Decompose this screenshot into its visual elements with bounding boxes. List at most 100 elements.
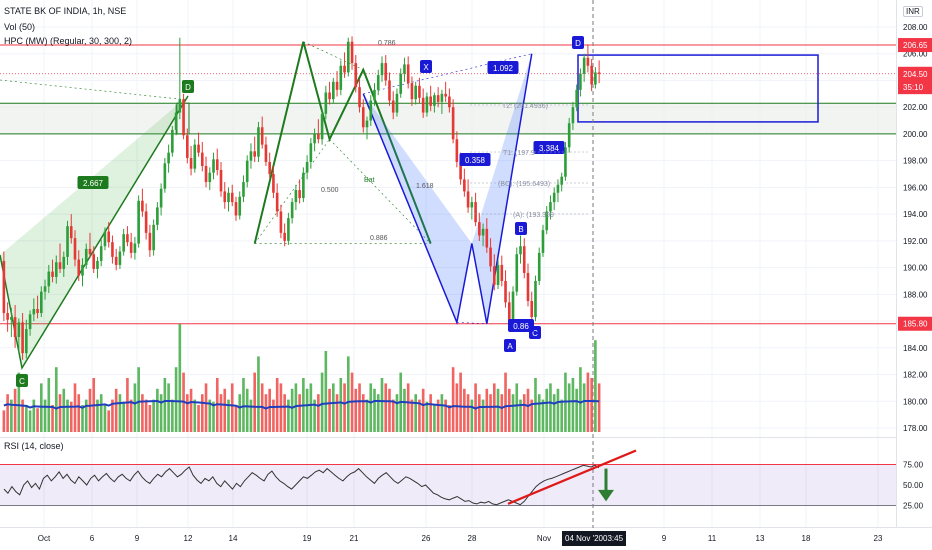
volume-bar — [47, 378, 51, 432]
volume-bar — [122, 401, 125, 432]
candle-body — [133, 243, 137, 253]
volume-bar — [73, 383, 77, 432]
volume-bar — [129, 399, 133, 432]
candle-body — [391, 100, 395, 113]
volume-bar — [414, 394, 417, 432]
volume-bar — [234, 405, 238, 432]
candle-body — [32, 309, 36, 315]
volume-bar — [406, 383, 410, 432]
price-tag-label: 185.80 — [903, 320, 928, 329]
candle-body — [526, 272, 530, 302]
rsi-band — [0, 464, 896, 506]
candle-body — [418, 85, 421, 98]
candle-body — [410, 83, 414, 100]
currency-badge[interactable]: INR — [903, 6, 923, 17]
volume-bar — [451, 367, 455, 432]
volume-bar — [343, 383, 346, 432]
candle-body — [43, 286, 47, 292]
candle-body — [238, 196, 242, 216]
volume-bar — [69, 401, 73, 432]
candle-body — [189, 157, 193, 169]
volume-bar — [440, 394, 444, 432]
volume-bar — [560, 399, 564, 432]
candle-body — [579, 73, 582, 90]
volume-bar — [594, 340, 597, 432]
price-tick-label: 200.00 — [903, 130, 928, 139]
rsi-down-arrow-head — [598, 489, 614, 502]
candle-body — [17, 322, 21, 338]
candle-body — [313, 133, 316, 144]
volume-bar — [309, 383, 313, 432]
volume-bar — [163, 378, 167, 432]
candle-body — [167, 152, 170, 164]
volume-bar — [403, 388, 406, 432]
time-tick-label: 14 — [229, 534, 238, 543]
volume-bar — [152, 399, 155, 432]
volume-bar — [219, 394, 223, 432]
candle-body — [549, 202, 552, 212]
candle-body — [380, 63, 384, 76]
candle-body — [275, 192, 279, 212]
candle-body — [51, 271, 54, 277]
candle-body — [545, 211, 549, 231]
volume-bar — [410, 399, 414, 432]
time-tick-label: 18 — [802, 534, 811, 543]
candle-body — [582, 57, 586, 74]
volume-bar — [197, 405, 200, 432]
volume-bar — [21, 399, 24, 432]
volume-bar — [373, 388, 376, 432]
volume-bar — [582, 383, 586, 432]
target-label-4: (A): (193.399 — [513, 212, 554, 219]
support-zone — [0, 103, 896, 134]
candle-body — [114, 256, 118, 265]
candle-body — [148, 232, 152, 251]
point-c-label: C — [532, 329, 538, 338]
candle-body — [268, 162, 271, 175]
volume-bar — [141, 394, 144, 432]
volume-bar — [586, 372, 590, 432]
candle-body — [287, 218, 290, 241]
symbol-title[interactable]: STATE BK OF INDIA, 1h, NSE — [4, 6, 127, 16]
volume-bars — [2, 324, 601, 432]
volume-bar — [384, 383, 388, 432]
volume-bar — [58, 394, 62, 432]
candle-body — [346, 41, 350, 73]
candle-body — [485, 228, 489, 248]
candle-body — [433, 95, 436, 106]
candle-body — [350, 41, 354, 64]
time-axis[interactable]: Oct 6 9 12 14 19 21 26 28 Nov 9 11 13 18 23 04 Nov '20 0… — [38, 531, 883, 546]
volume-indicator-label[interactable]: Vol (50) — [4, 22, 36, 32]
candle-body — [294, 190, 298, 203]
candle-body — [564, 147, 567, 177]
candle-body — [519, 246, 522, 255]
point-d-label-box — [572, 36, 584, 49]
candle-body — [242, 182, 245, 197]
volume-bar — [324, 351, 328, 432]
candle-body — [496, 264, 500, 285]
volume-bar — [335, 394, 339, 432]
volume-bar — [339, 378, 343, 432]
hpc-indicator-label[interactable]: HPC (MW) (Regular, 30, 300, 2) — [4, 36, 133, 46]
zones — [0, 0, 896, 528]
volume-bar — [200, 394, 204, 432]
target-label-2: T1: (197.9 — [503, 150, 535, 157]
candle-body — [84, 248, 88, 265]
candle-body — [230, 192, 234, 203]
candle-body — [425, 96, 429, 113]
volume-bar — [354, 388, 358, 432]
volume-bar — [425, 401, 429, 432]
candle-body — [249, 151, 253, 161]
candle-body — [399, 73, 403, 94]
rsi-axis[interactable]: 75.00 50.00 25.00 — [903, 461, 924, 511]
volume-bar — [380, 378, 384, 432]
price-axis[interactable]: 208.00206.00204.00202.00200.00198.00196.… — [898, 23, 932, 433]
candle-body — [586, 57, 590, 66]
volume-bar — [504, 372, 507, 432]
pattern-labels: D C 2.667 0.786 0.500 1.618 0.886 Bat X A B C D 1.092… — [16, 36, 590, 387]
candle-body — [234, 202, 238, 216]
point-x-label-box — [420, 60, 432, 73]
candle-body — [163, 163, 167, 189]
rsi-indicator-label[interactable]: RSI (14, close) — [4, 441, 64, 451]
candle-body — [25, 329, 28, 354]
candle-body — [159, 188, 163, 208]
